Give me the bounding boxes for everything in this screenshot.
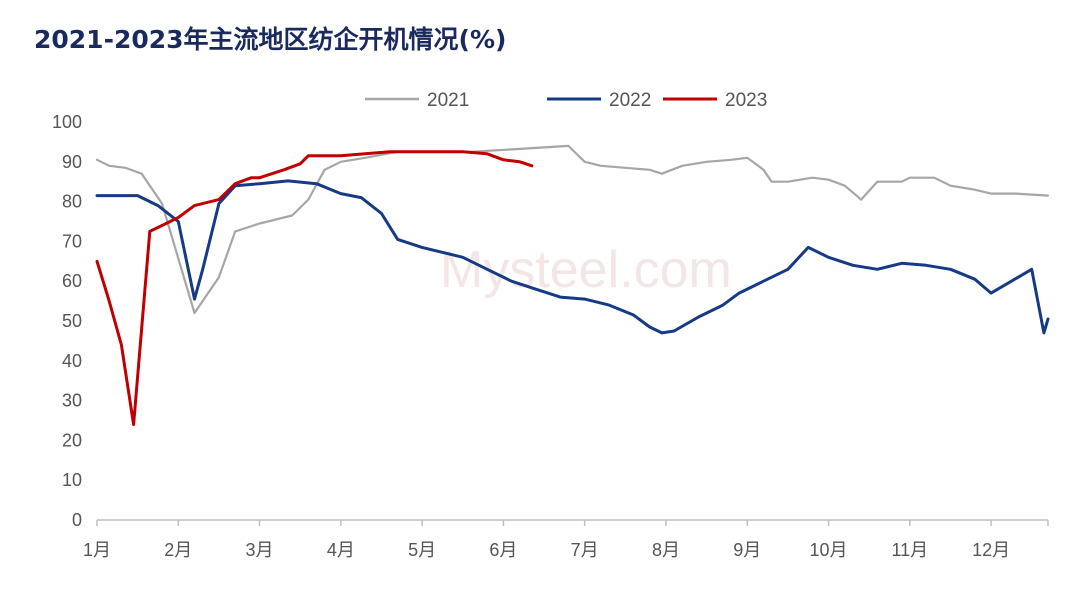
- x-axis: 1月 2月 3月 4月 5月 6月 7月 8月 9月 10月 11月 12月: [83, 519, 1049, 560]
- x-tick-label: 9月: [733, 540, 761, 560]
- y-tick-label: 50: [62, 311, 82, 331]
- series-line-2021: [95, 144, 1050, 315]
- chart-title: 2021-2023年主流地区纺企开机情况(%): [34, 25, 507, 54]
- y-tick-label: 0: [72, 510, 82, 530]
- legend-label-2022: 2022: [609, 90, 651, 111]
- y-tick-label: 80: [62, 192, 82, 212]
- y-tick-label: 90: [62, 152, 82, 172]
- series-lines: [95, 144, 1050, 426]
- x-tick-label: 6月: [489, 540, 517, 560]
- y-tick-label: 30: [62, 391, 82, 411]
- y-tick-label: 60: [62, 271, 82, 291]
- x-tick-label: 8月: [652, 540, 680, 560]
- x-tick-label: 2月: [164, 540, 192, 560]
- x-tick-label: 12月: [972, 540, 1010, 560]
- series-line-2023: [95, 150, 534, 426]
- x-tick-label: 10月: [810, 540, 848, 560]
- legend: 2021 2022 2023: [365, 90, 767, 111]
- y-axis: 0 10 20 30 40 50 60 70 80 90 100: [52, 112, 82, 530]
- x-tick-label: 3月: [246, 540, 274, 560]
- y-tick-label: 10: [62, 470, 82, 490]
- x-tick-label: 7月: [571, 540, 599, 560]
- x-tick-label: 5月: [408, 540, 436, 560]
- x-tick-label: 11月: [891, 540, 928, 560]
- legend-label-2023: 2023: [725, 90, 767, 111]
- legend-label-2021: 2021: [427, 90, 469, 111]
- y-tick-label: 20: [62, 430, 82, 450]
- x-tick-label: 1月: [83, 540, 111, 560]
- x-tick-label: 4月: [327, 540, 355, 560]
- y-tick-label: 100: [52, 112, 82, 132]
- y-tick-label: 70: [62, 231, 82, 251]
- y-tick-label: 40: [62, 351, 82, 371]
- series-line-2022: [95, 179, 1050, 335]
